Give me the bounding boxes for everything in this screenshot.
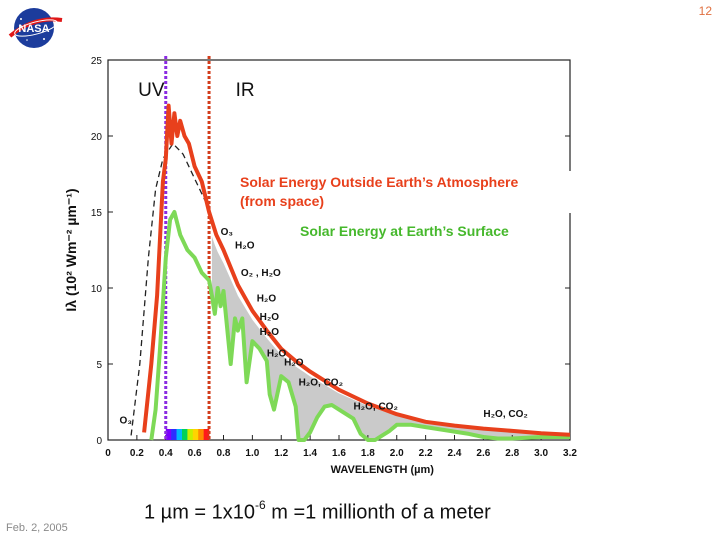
x-tick-label: 2.2	[419, 448, 433, 459]
absorption-annotation: O₃	[221, 227, 234, 238]
y-axis-label: Iλ (10² Wm⁻² µm⁻¹)	[63, 188, 79, 311]
footnote-text: 1 µm = 1x10	[144, 501, 256, 524]
x-tick-label: 2.0	[390, 448, 404, 459]
visible-spectrum-band	[198, 429, 204, 440]
unit-footnote: 1 µm = 1x10-6 m =1 millionth of a meter	[144, 498, 491, 525]
visible-spectrum-band	[181, 429, 188, 440]
absorption-annotation: H₂O	[260, 312, 280, 323]
x-tick-label: 0.4	[159, 448, 173, 459]
solar-spectrum-chart: 0 0.2 0.4 0.6 0.8 1.0 1.2 1.4 1.6 1.8 2.0 2.2 2.4 2.6…	[60, 48, 600, 478]
x-axis-label: WAVELENGTH (µm)	[331, 464, 435, 476]
region-label: UV	[138, 80, 165, 101]
x-tick-label: 1.0	[245, 448, 259, 459]
top-of-atmosphere-label-line2: (from space)	[240, 193, 324, 209]
absorption-fill	[211, 236, 539, 440]
y-tick-label: 15	[91, 208, 103, 219]
surface-energy-line	[149, 210, 570, 442]
x-tick-label: 1.6	[332, 448, 346, 459]
absorption-annotation: H₂O, CO₂	[353, 402, 397, 413]
visible-spectrum-band	[203, 429, 210, 440]
absorption-annotation: H₂O	[260, 327, 280, 338]
x-tick-label: 3.2	[563, 448, 577, 459]
region-label: IR	[236, 80, 255, 101]
x-tick-label: 2.8	[505, 448, 519, 459]
visible-spectrum-band	[165, 429, 172, 440]
y-tick-label: 0	[96, 436, 102, 447]
surface-energy-label: Solar Energy at Earth’s Surface	[300, 223, 509, 239]
y-tick-label: 20	[91, 132, 103, 143]
absorption-annotation: H₂O, CO₂	[483, 409, 527, 420]
top-of-atmosphere-label: Solar Energy Outside Earth’s Atmosphere	[240, 174, 518, 190]
x-tick-label: 1.2	[274, 448, 288, 459]
absorption-annotation: O₃	[120, 415, 133, 426]
visible-spectrum-band	[176, 429, 183, 440]
x-tick-label: 3.0	[534, 448, 548, 459]
x-tick-label: 0.8	[217, 448, 231, 459]
x-tick-label: 2.4	[448, 448, 462, 459]
x-tick-label: 0	[105, 448, 111, 459]
y-tick-label: 10	[91, 284, 103, 295]
y-tick-label: 5	[96, 360, 102, 371]
top-label-background	[238, 171, 600, 213]
visible-spectrum-band	[171, 429, 177, 440]
x-tick-label: 1.4	[303, 448, 317, 459]
absorption-annotation: H₂O	[284, 358, 304, 369]
x-tick-label: 0.6	[188, 448, 202, 459]
slide-date: Feb. 2, 2005	[6, 522, 68, 534]
visible-spectrum-band	[187, 429, 194, 440]
svg-text:NASA: NASA	[18, 23, 49, 35]
footnote-tail: m =1 millionth of a meter	[265, 501, 491, 524]
x-tick-label: 0.2	[130, 448, 144, 459]
nasa-logo: NASA	[6, 6, 66, 50]
absorption-annotation: H₂O, CO₂	[299, 377, 343, 388]
surface-label-background	[297, 220, 569, 242]
absorption-annotation: H₂O	[257, 294, 277, 305]
visible-spectrum-band	[192, 429, 199, 440]
x-tick-label: 1.8	[361, 448, 375, 459]
y-tick-label: 25	[91, 56, 103, 67]
absorption-annotation: O₂ , H₂O	[241, 268, 281, 279]
absorption-annotation: H₂O	[267, 348, 287, 359]
top-of-atmosphere-line	[142, 103, 571, 437]
blackbody-dashed-curve	[130, 142, 210, 436]
x-tick-label: 2.6	[476, 448, 490, 459]
absorption-annotation: H₂O	[235, 240, 255, 251]
slide-number: 12	[698, 4, 712, 18]
footnote-exponent: -6	[255, 498, 266, 512]
